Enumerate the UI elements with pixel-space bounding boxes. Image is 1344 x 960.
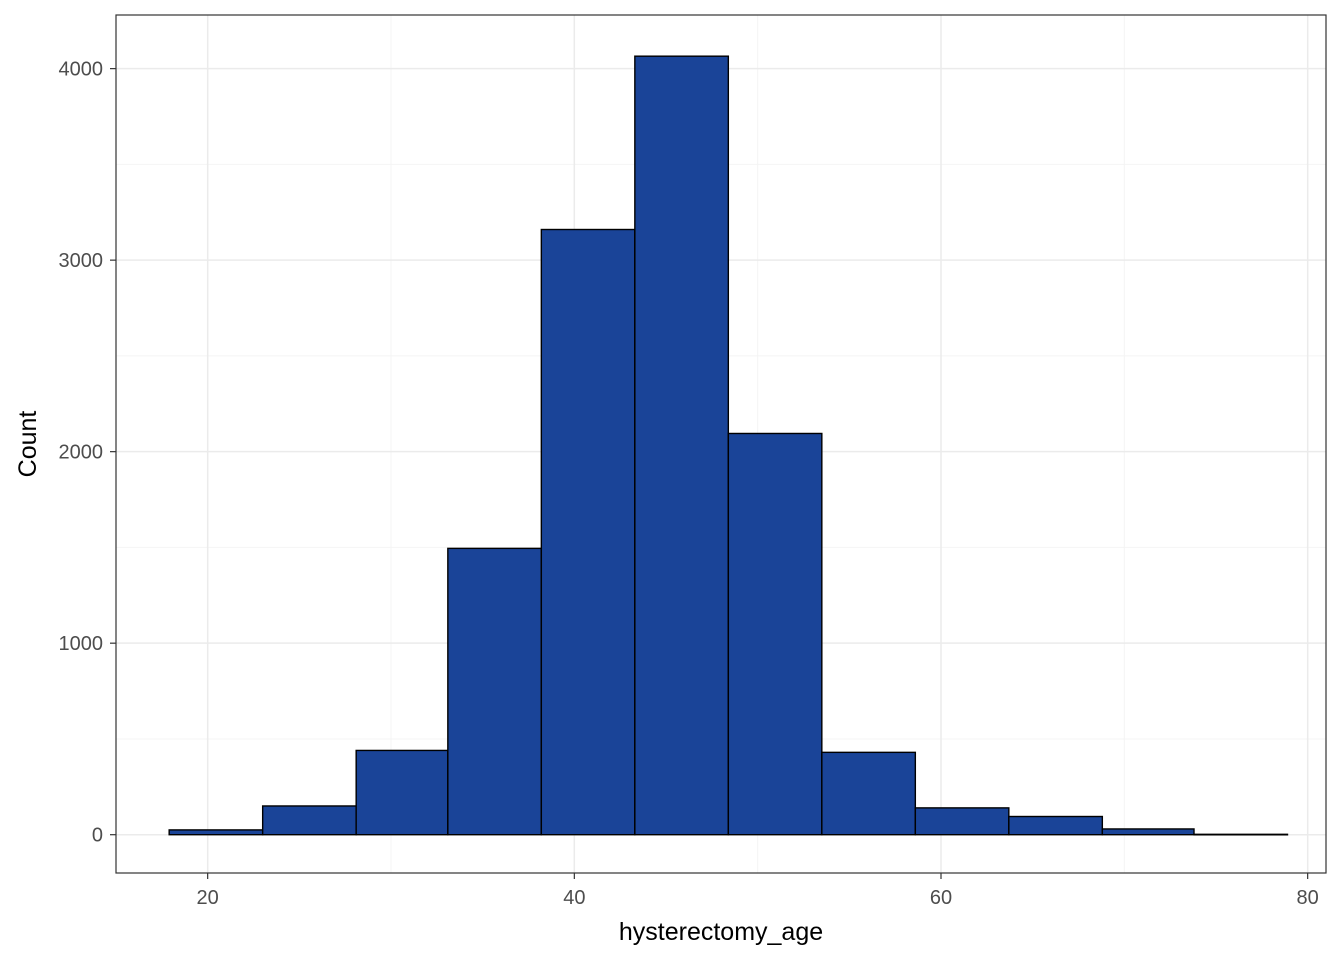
histogram-bar-9 — [914, 807, 1010, 836]
histogram-bar-6 — [634, 55, 730, 836]
x-axis-ticks: 20 40 60 80 — [197, 873, 1319, 909]
histogram-bars — [168, 55, 1289, 836]
histogram-bar-7 — [727, 432, 823, 836]
y-axis-ticks: 0 1000 2000 3000 4000 — [59, 59, 116, 847]
y-tick-label: 4000 — [59, 59, 104, 81]
histogram-bar-1 — [168, 829, 264, 836]
histogram-bar-11 — [1101, 828, 1195, 836]
x-tick-label: 20 — [197, 887, 219, 909]
histogram-bar-10 — [1008, 815, 1104, 836]
histogram-bar-2 — [261, 805, 357, 836]
histogram-bar-4 — [447, 547, 543, 836]
y-tick-label: 3000 — [59, 250, 104, 272]
histogram-bar-5 — [540, 228, 636, 836]
x-axis-title: hysterectomy_age — [619, 918, 823, 946]
y-tick-label: 0 — [92, 825, 103, 847]
histogram-bar-12 — [1193, 833, 1289, 836]
x-tick-label: 80 — [1297, 887, 1319, 909]
x-tick-label: 60 — [930, 887, 952, 909]
y-tick-label: 2000 — [59, 442, 104, 464]
y-axis-title: Count — [14, 411, 42, 478]
histogram-bar-3 — [355, 749, 449, 836]
histogram-bar-8 — [821, 751, 917, 836]
y-tick-label: 1000 — [59, 633, 104, 655]
panel-border — [115, 14, 1327, 874]
x-tick-label: 40 — [563, 887, 585, 909]
